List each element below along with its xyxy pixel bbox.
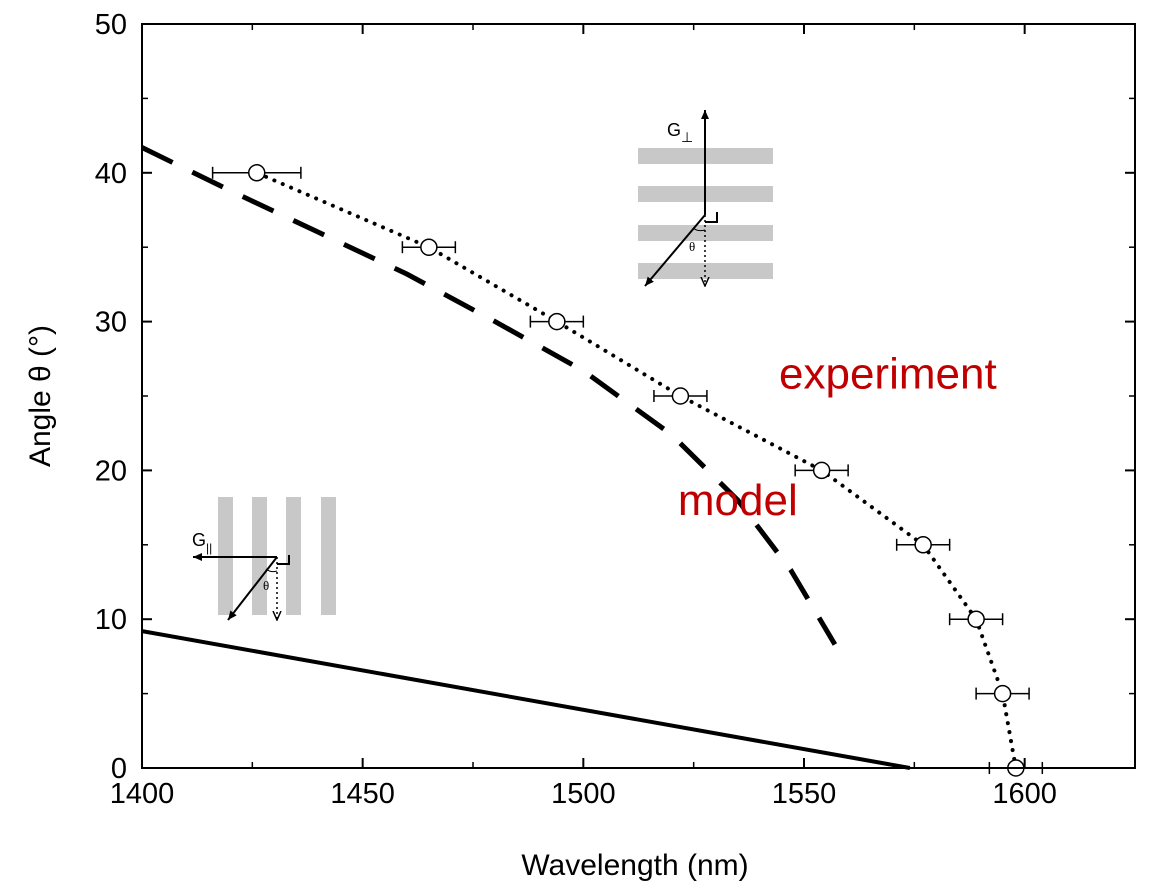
data-point-marker xyxy=(812,461,831,480)
x-tick-label: 1550 xyxy=(772,778,837,810)
annotation-experiment: experiment xyxy=(779,350,997,399)
data-point-marker xyxy=(914,536,932,554)
angle-arc-icon xyxy=(265,568,278,573)
series-line-dotted-markers-errorbars xyxy=(254,170,1018,770)
data-point-marker xyxy=(247,164,266,182)
inset-perpendicular-grating: G⊥ θ xyxy=(638,110,773,286)
grating-stripe xyxy=(286,497,301,615)
data-point-marker xyxy=(548,312,566,331)
grating-stripe xyxy=(638,225,773,241)
x-tick-label: 1400 xyxy=(110,778,175,810)
series-line-solid xyxy=(141,629,911,770)
y-tick-label: 40 xyxy=(95,158,127,190)
grating-stripe xyxy=(321,497,336,615)
data-point-marker xyxy=(671,387,690,405)
theta-label: θ xyxy=(263,578,269,593)
theta-label: θ xyxy=(689,239,695,254)
x-tick-label: 1450 xyxy=(330,778,395,810)
x-tick-label: 1500 xyxy=(551,778,616,810)
diffracted-ray-arrow-icon xyxy=(227,556,278,621)
data-point-marker xyxy=(993,684,1012,703)
y-tick-label: 0 xyxy=(111,753,127,785)
angle-arc-icon xyxy=(692,227,706,232)
right-angle-icon xyxy=(277,555,290,565)
x-axis-title: Wavelength (nm) xyxy=(521,849,748,882)
y-tick-label: 20 xyxy=(95,455,127,487)
y-tick-label: 30 xyxy=(95,307,127,339)
data-point-marker xyxy=(420,238,438,256)
y-tick-label: 10 xyxy=(95,604,127,636)
g-parallel-label: G|| xyxy=(192,530,212,555)
diffracted-ray-arrow-icon xyxy=(644,214,706,287)
data-point-marker xyxy=(967,610,985,628)
x-tick-label: 1600 xyxy=(992,778,1057,810)
right-angle-icon xyxy=(705,212,718,223)
annotation-model: model xyxy=(678,476,798,525)
inset-parallel-grating: G|| θ xyxy=(192,497,336,620)
y-tick-label: 50 xyxy=(95,9,127,41)
y-axis-title: Angle θ (°) xyxy=(24,325,57,467)
series-line-dashed xyxy=(140,145,838,646)
g-perp-label: G⊥ xyxy=(667,120,693,145)
